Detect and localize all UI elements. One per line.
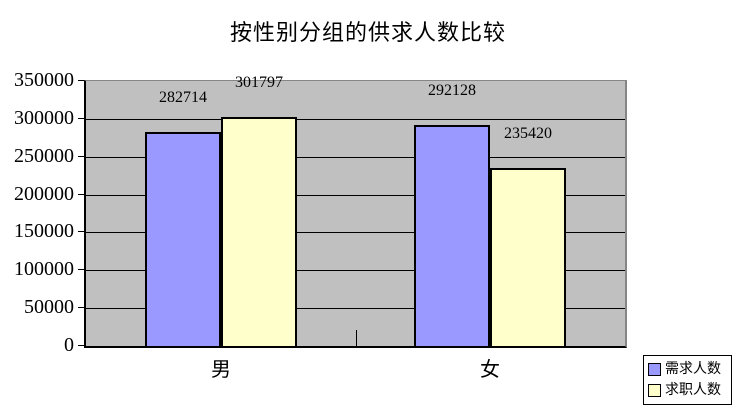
- y-axis-tick-label: 300000: [14, 107, 74, 129]
- y-axis-tick-label: 150000: [14, 220, 74, 242]
- y-axis-tick-mark: [78, 156, 84, 157]
- legend-label: 需求人数: [665, 361, 721, 377]
- y-axis-tick-mark: [78, 118, 84, 119]
- gridline: [86, 195, 625, 196]
- y-axis-tick-mark: [78, 269, 84, 270]
- y-axis-tick-label: 350000: [14, 69, 74, 91]
- x-axis-center-tick: [356, 330, 357, 346]
- gridline: [86, 157, 625, 158]
- gridline: [86, 119, 625, 120]
- bar-求职人数-女: [490, 168, 566, 346]
- bar-求职人数-男: [221, 117, 297, 346]
- legend: 需求人数 求职人数: [643, 355, 732, 405]
- y-axis-tick-mark: [78, 231, 84, 232]
- plot-area: [84, 80, 627, 348]
- y-axis-tick-mark: [78, 307, 84, 308]
- bar-value-label: 282714: [159, 89, 207, 106]
- chart-title: 按性别分组的供求人数比较: [229, 20, 506, 45]
- legend-item: 求职人数: [648, 380, 729, 401]
- bar-value-label: 301797: [235, 74, 283, 91]
- legend-label: 求职人数: [665, 382, 721, 398]
- y-axis-tick-label: 0: [64, 334, 74, 356]
- y-axis-tick-label: 250000: [14, 145, 74, 167]
- gridline: [86, 308, 625, 309]
- x-axis-category-label: 女: [480, 359, 500, 381]
- y-axis-tick-mark: [78, 80, 84, 81]
- legend-item: 需求人数: [648, 359, 729, 380]
- legend-swatch-icon: [648, 384, 661, 397]
- gridline: [86, 270, 625, 271]
- y-axis-tick-label: 50000: [24, 296, 74, 318]
- y-axis-tick-mark: [78, 194, 84, 195]
- y-axis-tick-mark: [78, 345, 84, 346]
- bar-需求人数-男: [145, 132, 221, 346]
- y-axis-tick-label: 100000: [14, 258, 74, 280]
- x-axis-category-label: 男: [211, 359, 231, 381]
- bar-value-label: 235420: [504, 125, 552, 142]
- gridline: [86, 232, 625, 233]
- y-axis-tick-label: 200000: [14, 183, 74, 205]
- bar-value-label: 292128: [428, 82, 476, 99]
- legend-swatch-icon: [648, 363, 661, 376]
- bar-需求人数-女: [414, 125, 490, 346]
